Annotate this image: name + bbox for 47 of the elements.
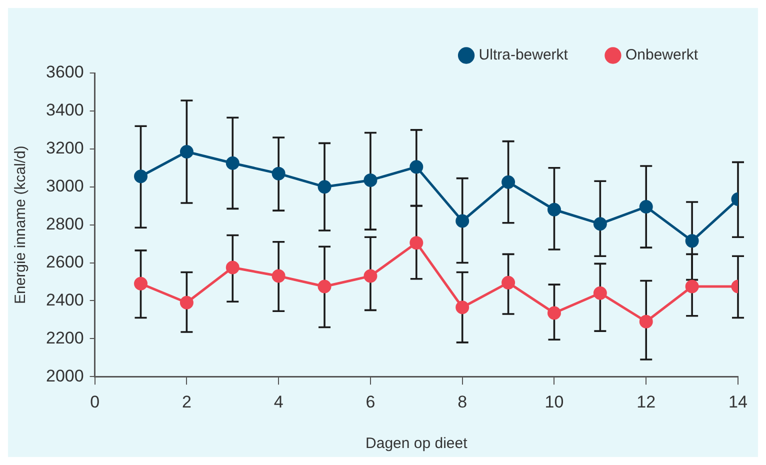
point: [410, 160, 424, 174]
x-tick-label: 8: [458, 392, 468, 412]
point: [502, 276, 516, 290]
y-tick-label: 2600: [46, 252, 84, 272]
point: [456, 300, 470, 314]
y-tick-label: 2000: [46, 366, 84, 386]
point: [593, 217, 607, 231]
y-axis-title: Energie inname (kcal/d): [12, 146, 30, 304]
point: [272, 269, 286, 283]
point: [502, 175, 516, 189]
x-tick-label: 14: [728, 392, 748, 412]
point: [685, 280, 699, 294]
point: [456, 214, 470, 228]
y-tick-label: 2400: [46, 290, 84, 310]
point: [639, 200, 653, 214]
point: [547, 202, 561, 216]
point: [318, 280, 332, 294]
point: [685, 234, 699, 248]
point: [134, 276, 148, 290]
point: [639, 314, 653, 328]
x-tick-label: 2: [182, 392, 192, 412]
point: [272, 166, 286, 180]
point: [593, 286, 607, 300]
point: [226, 260, 240, 274]
x-tick-label: 0: [90, 392, 100, 412]
x-tick-label: 12: [636, 392, 656, 412]
y-tick-label: 3000: [46, 176, 84, 196]
y-tick-label: 3200: [46, 138, 84, 158]
legend-label: Ultra-bewerkt: [478, 46, 569, 64]
x-tick-label: 4: [274, 392, 284, 412]
y-tick-label: 3400: [46, 100, 84, 120]
y-tick-label: 2800: [46, 214, 84, 234]
point: [364, 269, 378, 283]
point: [364, 173, 378, 187]
point: [410, 236, 424, 250]
x-axis-title: Dagen op dieet: [366, 435, 468, 452]
y-tick-label: 2200: [46, 328, 84, 348]
point: [318, 180, 332, 194]
x-tick-label: 10: [544, 392, 564, 412]
point: [180, 296, 194, 310]
point: [180, 144, 194, 158]
point: [226, 156, 240, 170]
point: [547, 306, 561, 320]
legend-label: Onbewerkt: [625, 46, 699, 64]
y-tick-label: 3600: [46, 62, 84, 82]
point: [134, 170, 148, 184]
x-tick-label: 6: [366, 392, 376, 412]
